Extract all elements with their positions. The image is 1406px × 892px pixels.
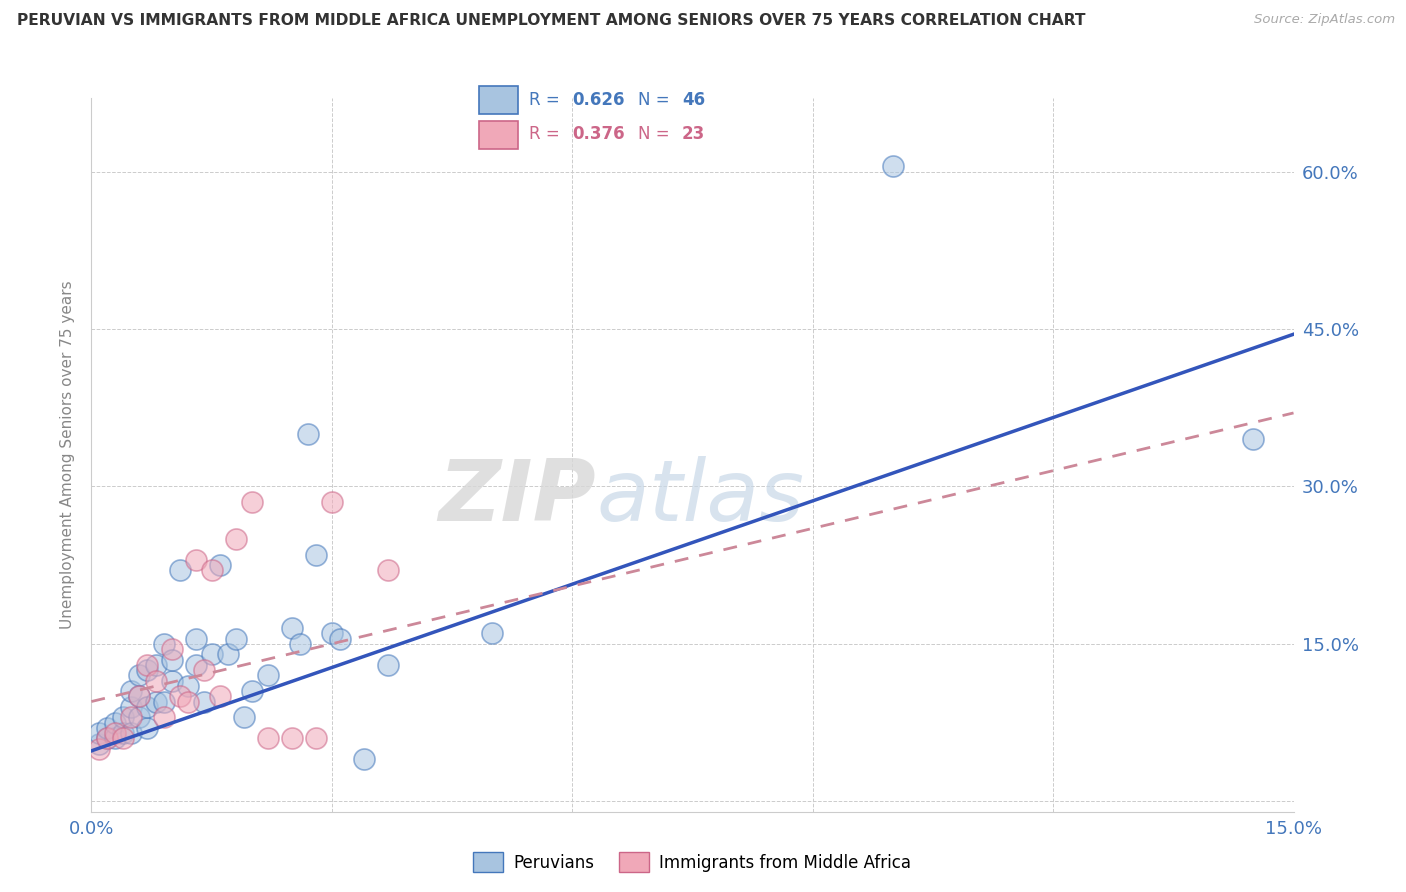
Text: R =: R = xyxy=(529,125,565,143)
Point xyxy=(121,684,143,698)
Bar xyxy=(479,121,517,149)
Point xyxy=(377,657,399,672)
Point xyxy=(145,657,167,672)
Point xyxy=(240,684,263,698)
Point xyxy=(152,710,174,724)
Text: 0.626: 0.626 xyxy=(572,91,624,109)
Point xyxy=(184,553,207,567)
Point xyxy=(201,648,224,662)
Point xyxy=(145,694,167,708)
Point xyxy=(256,731,278,746)
Point xyxy=(201,563,224,577)
Point xyxy=(136,663,159,677)
Point xyxy=(305,731,328,746)
Point xyxy=(89,726,111,740)
Point xyxy=(217,648,239,662)
Text: 46: 46 xyxy=(682,91,706,109)
Point xyxy=(160,652,183,666)
Point xyxy=(89,737,111,751)
Text: 23: 23 xyxy=(682,125,706,143)
Point xyxy=(128,690,150,704)
Bar xyxy=(479,87,517,113)
Point xyxy=(112,710,135,724)
Point xyxy=(96,731,118,746)
Point xyxy=(321,495,343,509)
Text: atlas: atlas xyxy=(596,456,804,540)
Point xyxy=(184,657,207,672)
Point xyxy=(281,731,304,746)
Text: ZIP: ZIP xyxy=(439,456,596,540)
Point xyxy=(193,663,215,677)
Point xyxy=(136,657,159,672)
Point xyxy=(225,532,247,546)
Point xyxy=(121,710,143,724)
Point xyxy=(208,690,231,704)
Point xyxy=(353,752,375,766)
Point xyxy=(128,710,150,724)
Point xyxy=(297,426,319,441)
Point xyxy=(169,690,191,704)
Point xyxy=(112,731,135,746)
Point xyxy=(184,632,207,646)
Point xyxy=(329,632,352,646)
Point xyxy=(281,621,304,635)
Text: N =: N = xyxy=(638,125,675,143)
Point xyxy=(321,626,343,640)
Point xyxy=(152,637,174,651)
Point xyxy=(176,679,198,693)
Point xyxy=(232,710,254,724)
Point xyxy=(481,626,503,640)
Point xyxy=(145,673,167,688)
Point xyxy=(169,563,191,577)
Point xyxy=(1243,432,1265,446)
Legend: Peruvians, Immigrants from Middle Africa: Peruvians, Immigrants from Middle Africa xyxy=(467,846,918,879)
Point xyxy=(176,694,198,708)
Point xyxy=(104,731,127,746)
Point xyxy=(121,726,143,740)
Point xyxy=(193,694,215,708)
Point xyxy=(160,673,183,688)
Point xyxy=(225,632,247,646)
Point xyxy=(112,726,135,740)
Text: PERUVIAN VS IMMIGRANTS FROM MIDDLE AFRICA UNEMPLOYMENT AMONG SENIORS OVER 75 YEA: PERUVIAN VS IMMIGRANTS FROM MIDDLE AFRIC… xyxy=(17,13,1085,29)
Point xyxy=(288,637,311,651)
Point xyxy=(104,715,127,730)
Y-axis label: Unemployment Among Seniors over 75 years: Unemployment Among Seniors over 75 years xyxy=(59,281,75,629)
Point xyxy=(104,726,127,740)
Point xyxy=(89,741,111,756)
Point xyxy=(882,159,904,173)
Point xyxy=(128,668,150,682)
Point xyxy=(128,690,150,704)
Point xyxy=(136,721,159,735)
Point xyxy=(152,694,174,708)
Point xyxy=(136,699,159,714)
Point xyxy=(240,495,263,509)
Point xyxy=(256,668,278,682)
Text: N =: N = xyxy=(638,91,675,109)
Point xyxy=(121,699,143,714)
Point xyxy=(305,548,328,562)
Text: Source: ZipAtlas.com: Source: ZipAtlas.com xyxy=(1254,13,1395,27)
Point xyxy=(96,721,118,735)
Text: 0.376: 0.376 xyxy=(572,125,626,143)
Point xyxy=(96,731,118,746)
Point xyxy=(377,563,399,577)
Point xyxy=(160,642,183,657)
Text: R =: R = xyxy=(529,91,565,109)
Point xyxy=(208,558,231,573)
